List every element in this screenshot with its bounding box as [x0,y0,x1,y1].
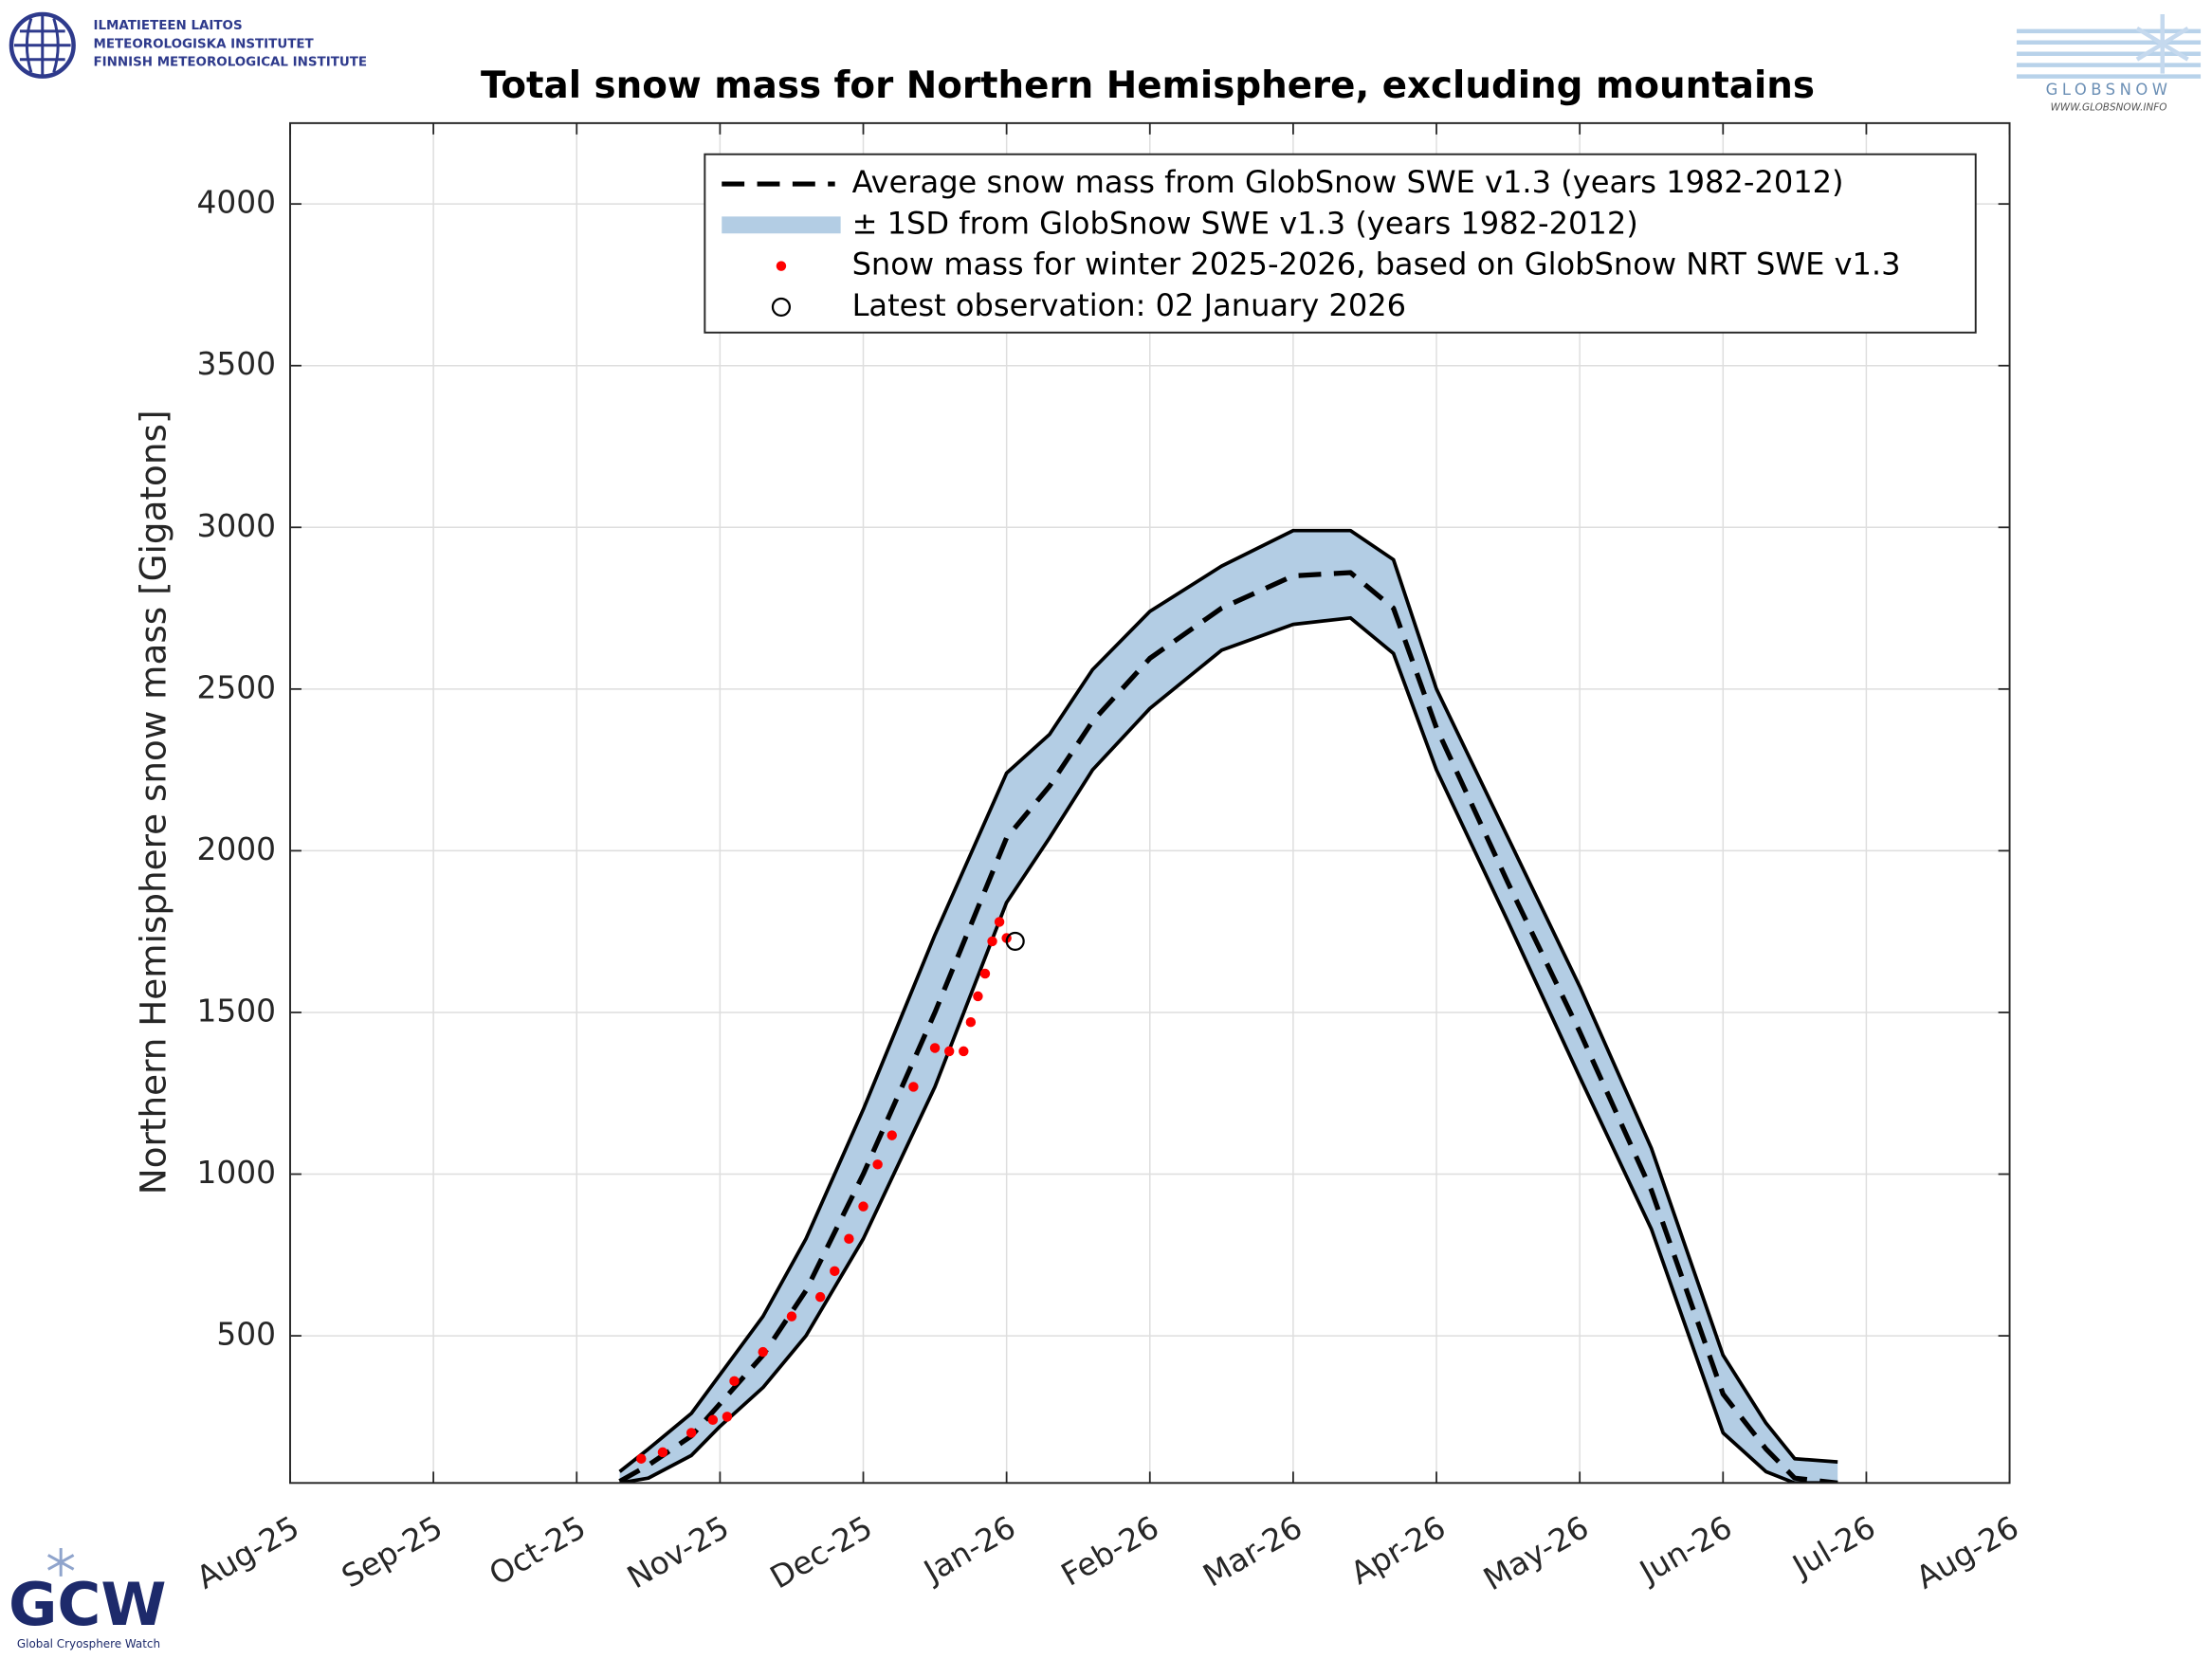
legend-symbol [776,261,787,271]
legend-label: Snow mass for winter 2025-2026, based on… [852,246,1901,283]
x-tick-label: Mar-26 [1197,1509,1308,1595]
gcw-caption: Global Cryosphere Watch [17,1637,160,1650]
obs-dot [994,917,1005,927]
x-tick-label: Aug-26 [1910,1509,2025,1596]
x-tick-label: May-26 [1477,1509,1595,1597]
x-tick-label: Feb-26 [1055,1509,1165,1594]
obs-dot [786,1311,797,1322]
obs-dot [872,1159,883,1170]
latest-obs [1005,931,1025,951]
x-tick-label: Oct-25 [484,1509,593,1593]
y-axis-label: Northern Hemisphere snow mass [Gigatons] [133,410,174,1194]
obs-dot [943,1046,955,1057]
legend-label: ± 1SD from GlobSnow SWE v1.3 (years 1982… [852,205,1638,241]
legend-box [704,153,1977,334]
obs-dot [908,1082,919,1092]
obs-dot [844,1233,854,1244]
obs-dot [965,1016,977,1028]
x-tick-label: Jan-26 [917,1509,1022,1591]
fmi-text: ILMATIETEEN LAITOS [94,19,243,33]
legend-label: Average snow mass from GlobSnow SWE v1.3… [852,164,1844,200]
obs-dot [707,1414,719,1426]
obs-dot [814,1291,826,1303]
fmi-text: METEOROLOGISKA INSTITUTET [94,37,315,51]
legend-label: Latest observation: 02 January 2026 [852,287,1407,323]
y-tick-label: 500 [216,1317,276,1353]
x-tick-label: Dec-25 [764,1509,878,1595]
chart-title: Total snow mass for Northern Hemisphere,… [481,64,1815,107]
y-tick-label: 3000 [197,508,277,544]
obs-dot [657,1447,668,1458]
y-tick-label: 4000 [197,185,277,221]
globsnow-text: GLOBSNOW [2046,81,2172,99]
obs-dot [686,1428,697,1438]
obs-dot [979,968,991,979]
obs-dot [729,1376,740,1387]
plot-area [618,528,1838,1484]
fmi-logo: ILMATIETEEN LAITOS METEOROLOGISKA INSTIT… [9,11,368,79]
y-tick-label: 2000 [197,831,277,867]
y-tick-label: 1500 [197,993,277,1029]
obs-dot [722,1412,733,1422]
sd-band [619,530,1838,1484]
sd-lower-line [619,615,1838,1484]
x-tick-label: Sep-25 [336,1509,448,1595]
obs-dot [987,936,997,947]
globsnow-logo: GLOBSNOW WWW.GLOBSNOW.INFO [2017,13,2202,113]
x-tick-label: Jul-26 [1785,1509,1881,1586]
globsnow-url: WWW.GLOBSNOW.INFO [2051,101,2167,113]
gcw-text: GCW [9,1570,167,1639]
gcw-logo: GCW Global Cryosphere Watch [9,1547,167,1650]
fmi-text: FINNISH METEOROLOGICAL INSTITUTE [94,56,368,70]
obs-dot [830,1266,840,1277]
x-tick-label: Nov-25 [621,1509,735,1595]
sd-upper-line [618,528,1838,1473]
x-tick-label: Jun-26 [1633,1509,1739,1591]
y-tick-label: 1000 [197,1155,277,1191]
obs-dot [758,1346,768,1358]
obs-dot [858,1201,868,1212]
obs-dot [636,1453,647,1464]
y-tick-label: 3500 [197,346,277,382]
obs-dot [929,1043,941,1053]
obs-dot [959,1046,969,1057]
obs-dot [973,991,983,1002]
mean-line [618,570,1838,1484]
plot-frame [289,121,2011,1485]
legend-symbol [771,297,792,317]
obs-dot [887,1130,897,1140]
x-tick-label: Aug-25 [191,1509,305,1596]
x-tick-label: Apr-26 [1344,1509,1452,1592]
y-tick-label: 2500 [197,669,277,705]
